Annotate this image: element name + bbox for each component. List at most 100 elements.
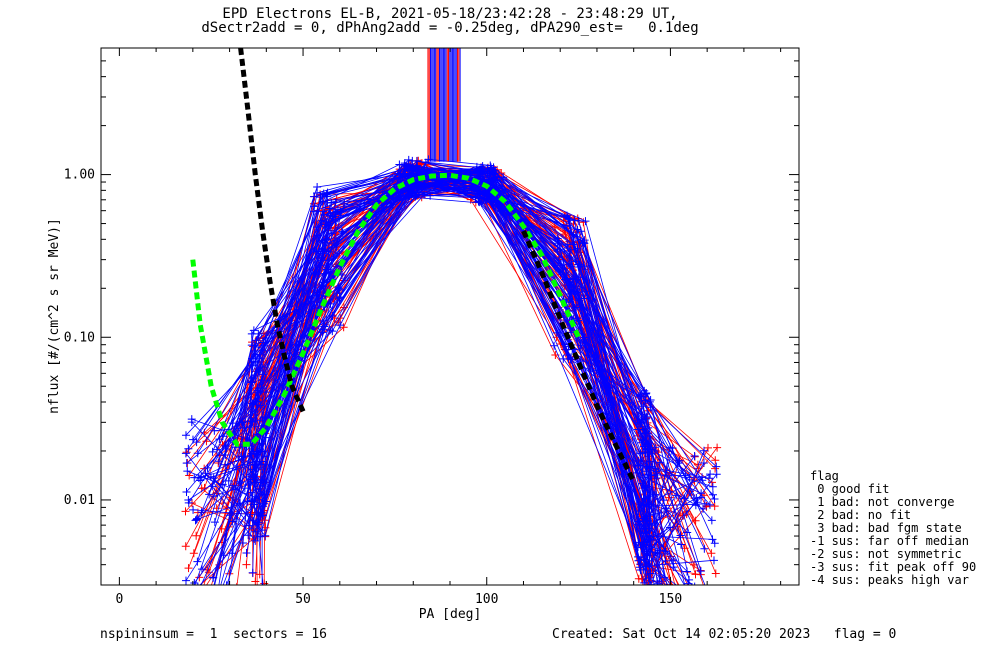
red-series-point <box>691 516 700 525</box>
vertical-band <box>427 48 461 162</box>
blue-series-point <box>644 502 653 511</box>
blue-series-point <box>565 253 574 262</box>
blue-series-point <box>645 602 653 610</box>
blue-series-point <box>222 581 231 585</box>
blue-series-line <box>228 169 655 585</box>
blue-series-point <box>244 521 253 530</box>
blue-series-point <box>191 516 200 525</box>
x-tick-label: 50 <box>295 592 311 607</box>
blue-series-point <box>183 467 192 476</box>
blue-series-point <box>690 451 699 460</box>
blue-series-point <box>333 205 342 214</box>
red-series-point <box>711 569 720 578</box>
blue-series-point <box>697 489 706 498</box>
blue-series-point <box>650 446 659 455</box>
blue-series-point <box>708 482 717 491</box>
blue-series-point <box>184 498 193 507</box>
legend-item: 1 bad: not converge <box>810 495 955 509</box>
blue-series-point <box>258 526 267 535</box>
blue-series-point <box>190 598 198 606</box>
blue-series-line <box>216 159 656 452</box>
blue-series-point <box>210 426 219 435</box>
blue-series-point <box>181 576 190 585</box>
blue-series-point <box>704 589 712 597</box>
x-tick-label: 150 <box>659 592 682 607</box>
blue-series-line <box>188 166 694 585</box>
red-series-point <box>707 549 716 558</box>
red-series-point <box>182 448 191 457</box>
legend-item: -1 sus: far off median <box>810 534 969 548</box>
blue-series-point <box>318 236 327 245</box>
blue-series-point <box>707 516 716 525</box>
legend-item: -4 sus: peaks high var <box>810 573 969 587</box>
legend-item: 3 bad: bad fgm state <box>810 521 962 535</box>
blue-series-point <box>635 418 644 427</box>
blue-series-point <box>414 183 423 192</box>
blue-series-point <box>700 446 709 455</box>
blue-series-point <box>566 324 575 333</box>
red-series-point <box>195 573 204 582</box>
blue-series-point <box>208 447 217 456</box>
blue-series-point <box>410 170 419 179</box>
blue-series-point <box>642 514 651 523</box>
blue-series-point <box>260 592 268 600</box>
blue-series-point <box>564 260 573 269</box>
blue-series-point <box>323 192 332 201</box>
blue-series-point <box>689 614 697 622</box>
blue-series-line <box>213 164 650 585</box>
blue-series-point <box>253 386 262 395</box>
blue-series-point <box>704 474 713 483</box>
blue-series-point <box>668 608 676 616</box>
blue-series-point <box>251 342 260 351</box>
blue-series-point <box>710 494 719 503</box>
blue-series-point <box>693 498 702 507</box>
blue-series-point <box>210 518 219 527</box>
red-series-point <box>713 443 722 452</box>
red-series-point <box>260 579 269 585</box>
blue-series-point <box>426 191 435 200</box>
blue-series-point <box>635 563 644 572</box>
blue-series-point <box>640 410 649 419</box>
blue-series-point <box>564 281 573 290</box>
blue-series-point <box>683 567 692 576</box>
blue-series-point <box>413 178 422 187</box>
blue-series-point <box>710 539 719 548</box>
blue-series-point <box>699 458 708 467</box>
axes: 0 50 100 150 0.01 0.10 1.00 <box>64 47 799 607</box>
red-series-point <box>690 586 698 594</box>
blue-series-point <box>187 415 196 424</box>
legend-item: 2 bad: no fit <box>810 508 912 522</box>
chart-title-line2: dSectr2add = 0, dPhAng2add = -0.25deg, d… <box>201 20 699 36</box>
blue-series-point <box>325 204 334 213</box>
blue-series-point <box>633 520 642 529</box>
red-series-point <box>236 582 238 585</box>
blue-series-point <box>477 196 486 205</box>
blue-series-point <box>705 500 714 509</box>
blue-series-point <box>645 457 654 466</box>
blue-series-point <box>634 425 643 434</box>
blue-series-point <box>324 261 333 270</box>
blue-series-point <box>318 328 327 337</box>
blue-series-point <box>646 403 655 412</box>
blue-series-point <box>182 459 191 468</box>
blue-series-point <box>487 168 496 177</box>
blue-series-point <box>193 557 202 566</box>
chart-title-line1: EPD Electrons EL-B, 2021-05-18/23:42:28 … <box>222 6 678 22</box>
red-series-point <box>206 586 214 594</box>
blue-series-point <box>338 270 347 279</box>
blue-series-point <box>244 531 253 540</box>
x-tick-label: 0 <box>115 592 123 607</box>
red-series-point <box>671 611 679 619</box>
blue-series-point <box>683 528 692 537</box>
blue-series-point <box>413 163 422 172</box>
blue-series-point <box>256 401 265 410</box>
blue-series-point <box>212 445 221 454</box>
red-series-point <box>688 605 696 613</box>
blue-series-point <box>221 460 230 469</box>
red-series-point <box>198 586 206 594</box>
red-series-point <box>710 502 719 511</box>
blue-series-point <box>215 587 223 595</box>
blue-series-point <box>221 450 230 459</box>
blue-series-point <box>696 567 705 576</box>
blue-series-point <box>253 532 262 541</box>
